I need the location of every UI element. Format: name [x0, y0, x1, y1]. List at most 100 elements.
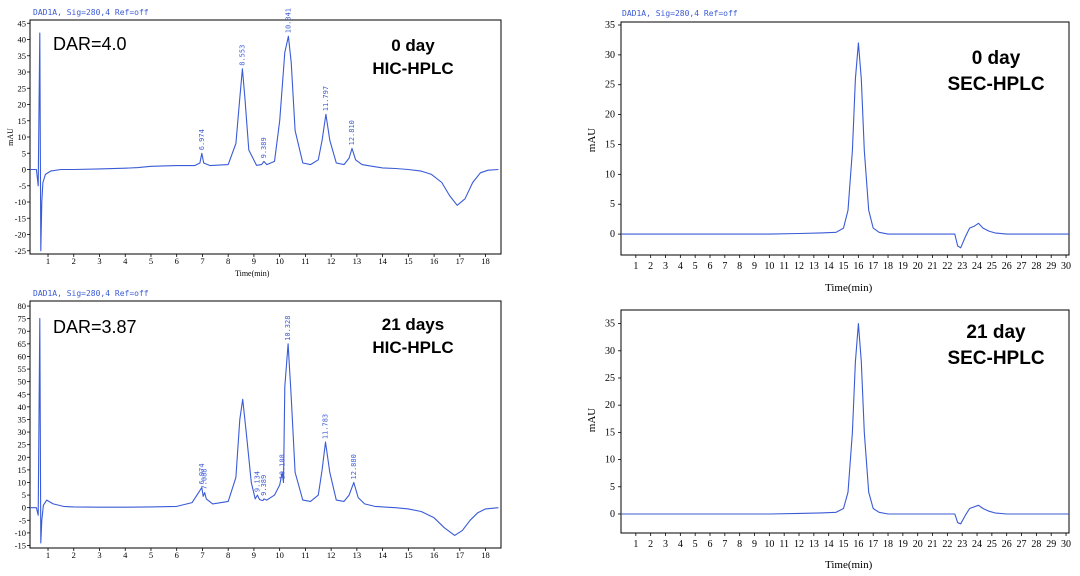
chromatogram-trace [621, 323, 1069, 525]
y-tick-label: 35 [605, 319, 615, 330]
x-tick-label: 14 [378, 256, 387, 266]
x-tick-label: 22 [942, 261, 952, 272]
x-tick-label: 17 [456, 256, 465, 266]
y-tick-label: 25 [18, 83, 27, 93]
peak-retention-label: 9.134 [253, 471, 261, 492]
x-tick-label: 28 [1031, 261, 1041, 272]
y-tick-label: 30 [605, 50, 615, 61]
x-tick-label: 19 [898, 539, 908, 550]
dar-value: DAR=3.87 [53, 317, 137, 337]
x-tick-label: 25 [987, 261, 997, 272]
y-tick-label: 55 [18, 364, 27, 374]
x-tick-label: 22 [942, 539, 952, 550]
y-tick-label: 65 [18, 339, 27, 349]
x-axis-label: Time(min) [825, 282, 873, 294]
y-tick-label: 20 [18, 100, 27, 110]
sec-0day-chart: DAD1A, Sig=280,4 Ref=off 05101520253035 … [586, 9, 1071, 294]
y-tick-label: 5 [22, 148, 26, 158]
x-tick-label: 30 [1061, 539, 1071, 550]
hic-21days-chart: DAD1A, Sig=280,4 Ref=off -15-10-50510152… [15, 289, 502, 560]
x-tick-label: 1 [46, 256, 50, 266]
y-tick-label: 5 [610, 199, 615, 210]
x-tick-label: 24 [972, 261, 982, 272]
x-tick-label: 14 [378, 550, 387, 560]
x-tick-label: 29 [1046, 539, 1056, 550]
x-tick-label: 20 [913, 539, 923, 550]
x-tick-label: 30 [1061, 261, 1071, 272]
timepoint-label: 21 days [382, 315, 444, 334]
x-tick-label: 15 [404, 256, 413, 266]
y-tick-label: 45 [18, 389, 27, 399]
x-tick-label: 13 [353, 550, 362, 560]
y-tick-label: 80 [18, 301, 27, 311]
x-tick-label: 10 [275, 256, 284, 266]
y-tick-label: -20 [15, 230, 26, 240]
dar-value: DAR=4.0 [53, 34, 127, 54]
x-tick-label: 20 [913, 261, 923, 272]
x-tick-label: 23 [957, 261, 967, 272]
x-tick-label: 11 [301, 550, 309, 560]
sec-21day-panel: 0 5 10 15 20 25 30 35 1 2 3 4 5 6 7 8 9 10 11 12 13 14 15 16 17… [575, 300, 1080, 576]
x-tick-label: 23 [957, 539, 967, 550]
x-tick-label: 1 [633, 539, 638, 550]
x-tick-label: 1 [633, 261, 638, 272]
x-tick-label: 12 [327, 550, 336, 560]
peak-retention-label: 6.974 [198, 463, 206, 484]
y-tick-label: 0 [22, 165, 26, 175]
x-tick-label: 24 [972, 539, 982, 550]
y-tick-label: -5 [19, 181, 26, 191]
x-tick-label: 5 [693, 261, 698, 272]
hic-21days-panel: DAD1A, Sig=280,4 Ref=off -15 -10 -5 0 5 10 15 2… [0, 285, 510, 576]
x-tick-label: 10 [275, 550, 284, 560]
y-axis-label: mAU [586, 128, 598, 153]
x-tick-label: 6 [708, 261, 713, 272]
x-tick-label: 6 [175, 550, 179, 560]
plot-area [620, 21, 1070, 256]
x-tick-label: 8 [737, 539, 742, 550]
y-tick-label: 10 [18, 477, 27, 487]
chromatogram-trace [621, 42, 1069, 249]
x-tick-label: 28 [1031, 539, 1041, 550]
method-label: SEC-HPLC [947, 74, 1044, 95]
x-tick-label: 3 [663, 261, 668, 272]
y-tick-label: 25 [605, 80, 615, 91]
peak-retention-label: 10.328 [284, 316, 292, 341]
x-tick-label: 15 [404, 550, 413, 560]
y-tick-label: 40 [18, 35, 27, 45]
x-tick-label: 12 [327, 256, 336, 266]
x-tick-label: 13 [809, 261, 819, 272]
y-tick-label: 20 [18, 452, 27, 462]
x-tick-label: 13 [353, 256, 362, 266]
peak-retention-label: 9.389 [260, 137, 268, 158]
x-tick-label: 7 [722, 539, 727, 550]
y-tick-label: 15 [605, 427, 615, 438]
x-tick-label: 17 [868, 539, 878, 550]
y-tick-label: 0 [610, 229, 615, 240]
x-tick-label: 14 [824, 261, 834, 272]
x-tick-label: 18 [883, 261, 893, 272]
x-tick-label: 27 [1017, 539, 1027, 550]
sec-0day-panel: DAD1A, Sig=280,4 Ref=off 0 5 10 15 20 25 30 35 … [575, 0, 1080, 300]
x-tick-label: 4 [123, 550, 128, 560]
x-tick-label: 2 [648, 539, 653, 550]
timepoint-label: 0 day [972, 48, 1021, 69]
x-tick-label: 2 [648, 261, 653, 272]
x-axis-label: Time(min) [235, 269, 270, 278]
x-tick-label: 2 [72, 256, 76, 266]
y-tick-label: 30 [18, 67, 27, 77]
y-tick-label: 30 [605, 346, 615, 357]
y-tick-label: 75 [18, 314, 27, 324]
peak-retention-label: 10.341 [284, 8, 292, 33]
x-tick-label: 18 [481, 550, 490, 560]
x-tick-label: 5 [149, 550, 153, 560]
x-tick-label: 17 [456, 550, 465, 560]
x-tick-label: 8 [226, 550, 230, 560]
peak-retention-label: 12.880 [350, 454, 358, 479]
x-tick-label: 19 [898, 261, 908, 272]
x-tick-label: 12 [794, 261, 804, 272]
y-tick-label: 15 [18, 465, 27, 475]
method-label: HIC-HPLC [372, 59, 453, 78]
x-tick-label: 7 [722, 261, 727, 272]
x-tick-label: 10 [764, 539, 774, 550]
x-tick-label: 27 [1017, 261, 1027, 272]
